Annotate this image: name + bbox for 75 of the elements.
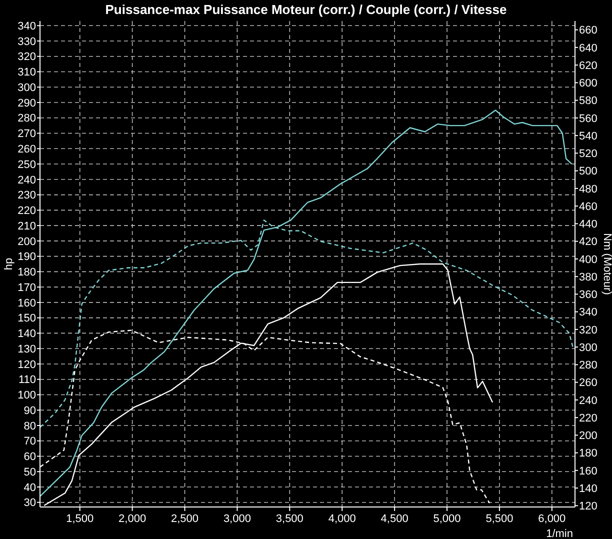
y-tick-label: 140 [18, 328, 36, 340]
x-tick-label: 5,500 [486, 513, 514, 525]
y-tick-label: 290 [18, 97, 36, 110]
y2-tick-label: 580 [579, 95, 598, 108]
y-tick-label: 100 [18, 390, 36, 402]
y2-tick-label: 600 [579, 78, 598, 90]
chart-title: Puissance-max Puissance Moteur (corr.) / Couple (corr.) / Vitesse [105, 2, 507, 17]
y2-tick-label: 640 [579, 42, 598, 54]
x-tick-label: 4,500 [380, 513, 408, 525]
y-tick-label: 310 [18, 66, 36, 79]
y2-tick-label: 660 [579, 24, 598, 37]
y-tick-label: 80 [24, 420, 36, 432]
y2-tick-label: 200 [579, 430, 598, 442]
y2-tick-label: 620 [579, 60, 598, 72]
y2-tick-label: 560 [579, 112, 598, 125]
y2-tick-label: 140 [579, 482, 598, 495]
x-tick-label: 6,000 [538, 513, 566, 525]
y-tick-label: 190 [18, 251, 36, 264]
y-tick-label: 50 [24, 466, 36, 478]
y2-tick-label: 120 [579, 500, 598, 513]
y-tick-label: 120 [18, 358, 36, 371]
x-tick-label: 5,000 [433, 513, 461, 525]
y-tick-label: 150 [18, 312, 36, 325]
y2-tick-label: 440 [579, 218, 598, 231]
y-tick-label: 30 [24, 497, 36, 510]
y-tick-label: 280 [18, 112, 36, 125]
line-series [40, 110, 572, 497]
x-tick-label: 2,500 [171, 513, 199, 525]
y-tick-label: 230 [18, 190, 36, 202]
y2-tick-label: 280 [579, 360, 598, 372]
y-tick-label: 340 [18, 20, 36, 32]
y-tick-label: 70 [24, 436, 36, 448]
y-tick-label: 320 [18, 51, 36, 64]
y-tick-label: 210 [18, 220, 36, 232]
y2-tick-label: 520 [579, 148, 598, 160]
x-tick-label: 2,000 [118, 513, 146, 525]
y-axis-title: hp [3, 258, 15, 270]
y-tick-label: 240 [18, 174, 36, 186]
y-tick-label: 180 [18, 266, 36, 279]
y-tick-label: 220 [18, 205, 36, 218]
y-tick-label: 300 [18, 82, 36, 94]
y-tick-label: 330 [18, 36, 36, 48]
x-tick-label: 3,500 [276, 513, 304, 525]
y2-tick-label: 360 [579, 289, 598, 302]
y2-tick-label: 460 [579, 200, 598, 213]
x-tick-label: 4,000 [328, 513, 356, 525]
y-tick-label: 270 [18, 128, 36, 140]
y2-tick-label: 540 [579, 130, 598, 142]
y-tick-label: 250 [18, 158, 36, 171]
y2-tick-label: 500 [579, 166, 598, 178]
y-tick-label: 170 [18, 282, 36, 294]
y2-axis-title: Nm (Moteur) [601, 233, 612, 295]
y-tick-label: 200 [18, 236, 36, 248]
y-tick-label: 160 [18, 297, 36, 310]
y2-tick-label: 240 [579, 394, 598, 407]
x-axis-title: 1/min [546, 528, 573, 539]
y-tick-label: 130 [18, 343, 36, 356]
y-tick-label: 60 [24, 451, 36, 464]
y2-tick-label: 340 [579, 306, 598, 319]
y2-tick-label: 220 [579, 412, 598, 424]
y-tick-label: 110 [18, 374, 36, 386]
y2-tick-label: 480 [579, 183, 598, 196]
y2-tick-label: 180 [579, 448, 598, 460]
y-tick-label: 40 [24, 482, 36, 494]
y2-tick-label: 400 [579, 254, 598, 266]
x-tick-label: 3,000 [223, 513, 251, 525]
y2-tick-label: 260 [579, 377, 598, 390]
y2-tick-label: 420 [579, 236, 598, 248]
y-tick-label: 260 [18, 144, 36, 156]
y-tick-label: 90 [24, 404, 36, 417]
x-tick-label: 1,500 [66, 513, 94, 525]
y2-tick-label: 160 [579, 465, 598, 478]
y2-tick-label: 320 [579, 324, 598, 336]
y2-tick-label: 380 [579, 271, 598, 284]
y2-tick-label: 300 [579, 342, 598, 354]
